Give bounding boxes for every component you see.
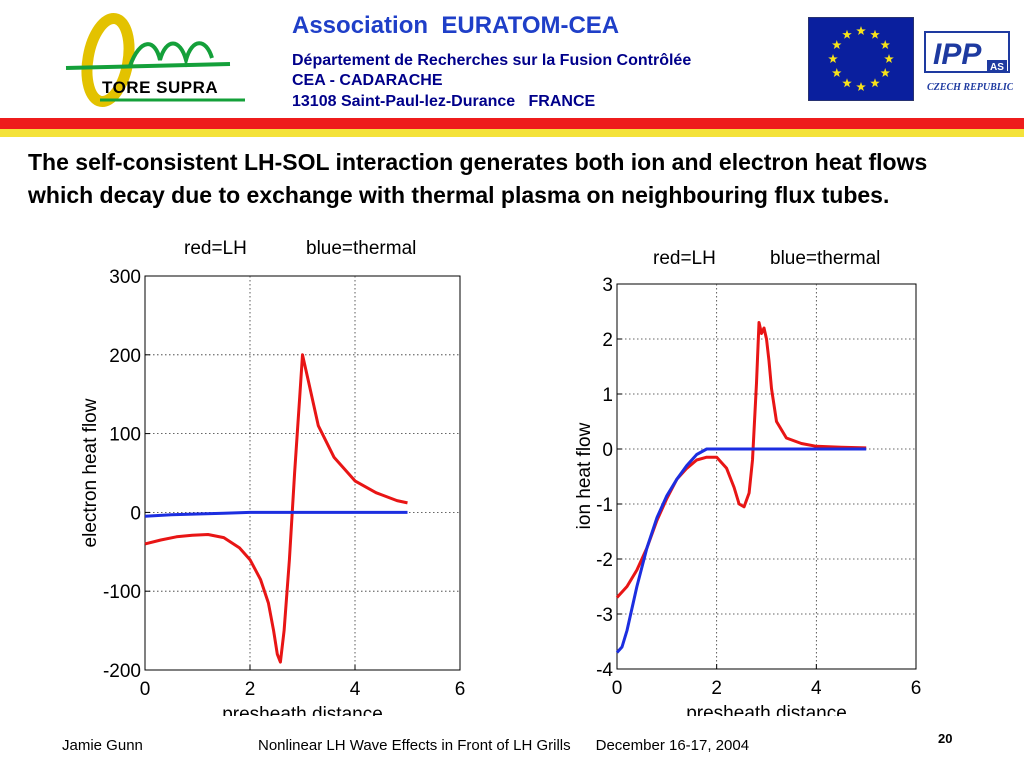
address-line-3: 13108 Saint-Paul-lez-Durance FRANCE (292, 93, 596, 110)
y-tick-label: -100 (103, 582, 141, 603)
eu-star-icon (832, 40, 842, 49)
y-axis-label: electron heat flow (80, 398, 101, 547)
y-tick-label: -3 (596, 605, 613, 626)
y-tick-label: 300 (109, 267, 141, 288)
electron-heat-flow-chart: 0 2 4 6 -200 -100 0 100 200 300 red=LH blue=thermal… (80, 238, 466, 716)
y-tick-label: 1 (602, 385, 613, 406)
slide-headline: The self-consistent LH-SOL interaction g… (28, 149, 928, 208)
x-tick-label: 0 (612, 678, 623, 699)
footer-author: Jamie Gunn (62, 737, 143, 754)
y-tick-label: 0 (130, 503, 141, 524)
legend-label-thermal: blue=thermal (770, 248, 880, 269)
eu-flag-icon (808, 17, 914, 101)
page-number: 20 (938, 731, 953, 746)
y-tick-label: -1 (596, 495, 613, 516)
series-line-lh (144, 353, 408, 664)
header-stripe-red (0, 118, 1024, 129)
series-line-thermal (144, 510, 408, 518)
x-axis-label: presheath distance (222, 704, 383, 716)
ipp-logo-sub: AS (990, 62, 1004, 73)
eu-star-icon (828, 54, 838, 63)
logo-text: TORE SUPRA (102, 78, 219, 97)
eu-star-icon (870, 29, 880, 39)
eu-star-icon (870, 78, 880, 88)
eu-star-icon (832, 68, 842, 77)
header-stripe-yellow (0, 129, 1024, 137)
association-title: Association EURATOM-CEA (292, 12, 620, 39)
eu-star-icon (856, 82, 866, 91)
tore-supra-logo (65, 12, 245, 108)
ipp-country: CZECH REPUBLIC (927, 82, 1013, 93)
y-tick-label: 0 (602, 440, 613, 461)
legend-label-thermal: blue=thermal (306, 238, 416, 259)
y-tick-label: 2 (602, 330, 613, 351)
eu-star-icon (842, 29, 852, 39)
ion-heat-flow-chart: 0 2 4 6 -4 -3 -2 -1 0 1 2 3 red=LH blue=thermal ion he… (574, 248, 922, 716)
y-tick-label: 3 (602, 275, 613, 296)
x-tick-label: 0 (140, 679, 151, 700)
x-tick-label: 2 (711, 678, 722, 699)
series-line-thermal (615, 447, 867, 654)
x-tick-label: 6 (911, 678, 922, 699)
y-axis-label: ion heat flow (574, 422, 595, 529)
x-tick-label: 2 (245, 679, 256, 700)
eu-star-icon (880, 40, 890, 49)
x-tick-label: 4 (350, 679, 361, 700)
eu-star-icon (856, 26, 866, 35)
address-line-1: Département de Recherches sur la Fusion … (292, 52, 692, 69)
x-tick-label: 6 (455, 679, 466, 700)
plot-area (144, 275, 461, 671)
y-tick-label: 100 (109, 425, 141, 446)
x-tick-label: 4 (811, 678, 822, 699)
y-tick-label: -4 (596, 660, 613, 681)
eu-star-icon (842, 78, 852, 88)
ipp-logo-text: IPP (933, 38, 982, 71)
eu-star-icon (884, 54, 894, 63)
x-axis-label: presheath distance (686, 703, 847, 716)
footer-talk: Nonlinear LH Wave Effects in Front of LH… (258, 737, 750, 754)
y-tick-label: 200 (109, 346, 141, 367)
ipp-logo: IPP AS CZECH REPUBLIC (924, 31, 1013, 93)
address-line-2: CEA - CADARACHE (292, 72, 443, 89)
y-tick-label: -200 (103, 661, 141, 682)
legend-label-lh: red=LH (184, 238, 247, 259)
y-tick-label: -2 (596, 550, 613, 571)
eu-star-icon (880, 68, 890, 77)
legend-label-lh: red=LH (653, 248, 716, 269)
